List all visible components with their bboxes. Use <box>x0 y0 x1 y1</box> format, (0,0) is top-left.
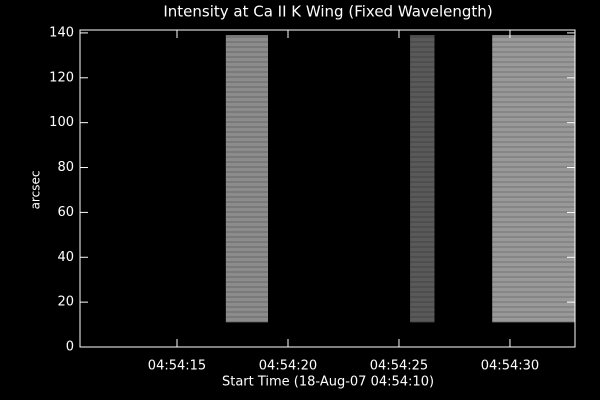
chart-title: Intensity at Ca II K Wing (Fixed Wavelen… <box>163 3 492 21</box>
x-tick-label: 04:54:30 <box>481 359 539 374</box>
y-tick-label: 140 <box>49 25 74 40</box>
y-tick-label: 0 <box>66 340 74 355</box>
y-axis-label: arcsec <box>29 171 43 210</box>
y-tick-label: 60 <box>57 205 74 220</box>
band-texture <box>492 35 575 323</box>
y-tick-label: 20 <box>57 295 74 310</box>
x-tick-label: 04:54:15 <box>148 359 206 374</box>
plot-frame <box>79 29 576 348</box>
band-texture <box>410 35 435 323</box>
y-tick-label: 120 <box>49 70 74 85</box>
x-tick-label: 04:54:20 <box>259 359 317 374</box>
x-tick-label: 04:54:25 <box>370 359 428 374</box>
band-texture <box>225 35 269 323</box>
y-tick-label: 40 <box>57 250 74 265</box>
y-tick-label: 80 <box>57 160 74 175</box>
y-tick-label: 100 <box>49 115 74 130</box>
x-axis-label: Start Time (18-Aug-07 04:54:10) <box>222 375 434 390</box>
